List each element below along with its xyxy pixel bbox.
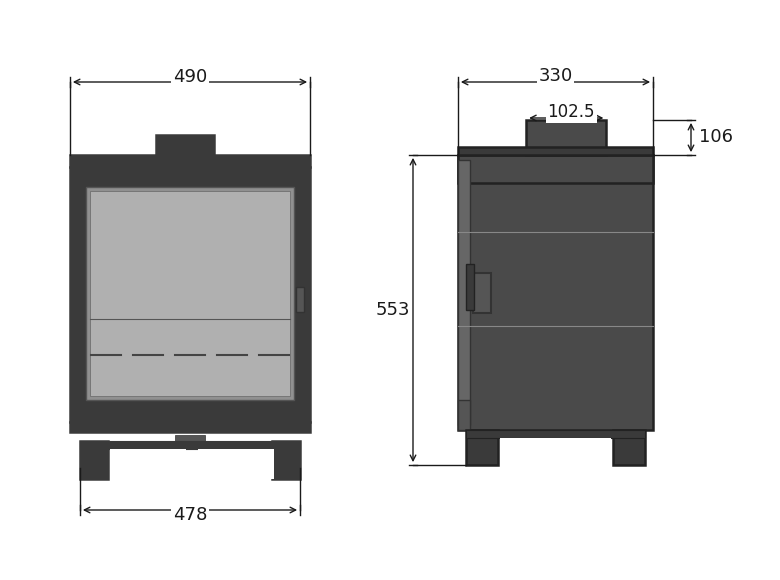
Text: 478: 478 [173,506,207,524]
Bar [70,155,310,167]
Bar [110,449,186,479]
Bar [466,430,645,438]
Bar [80,441,300,449]
Bar [86,187,294,400]
Bar [466,430,498,465]
Bar [272,441,300,479]
Bar [198,449,274,479]
Bar [466,263,474,310]
Text: 330: 330 [538,67,573,85]
Bar [526,120,606,155]
Bar [70,167,310,422]
Bar [296,287,304,312]
Bar [70,422,310,432]
Bar [473,273,491,313]
Text: 490: 490 [173,68,207,86]
Bar [80,441,108,479]
Bar [90,191,290,396]
Text: 102.5: 102.5 [548,103,595,121]
Bar [175,435,205,441]
Bar [458,400,470,430]
Text: 106: 106 [699,129,733,147]
Bar [500,438,611,465]
Bar [458,147,653,155]
Bar [458,160,470,425]
Text: 553: 553 [376,301,410,319]
Bar [156,135,214,163]
Bar [613,430,645,465]
Bar [458,155,653,430]
Bar [458,155,653,183]
